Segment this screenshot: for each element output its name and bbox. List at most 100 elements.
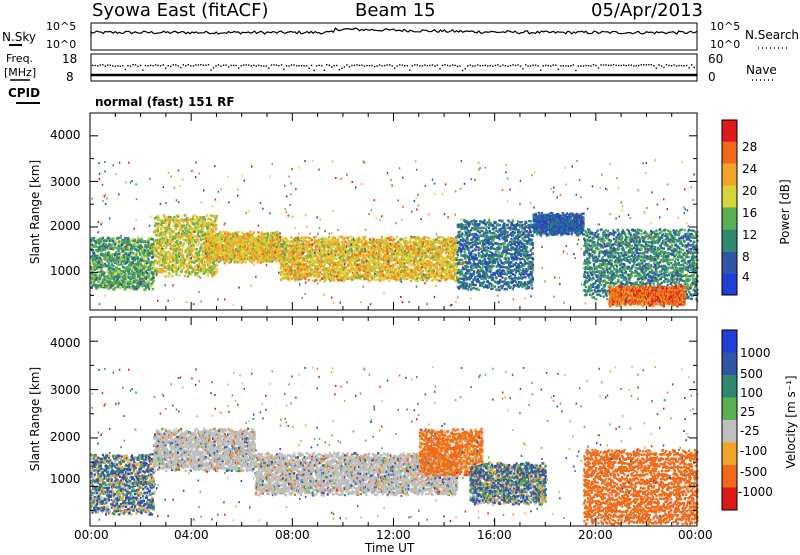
data-cell bbox=[370, 256, 372, 258]
nave-point bbox=[658, 64, 659, 65]
data-cell bbox=[154, 225, 156, 227]
data-cell bbox=[374, 270, 376, 272]
data-cell bbox=[183, 225, 185, 227]
nave-point bbox=[308, 68, 309, 69]
nave-point bbox=[467, 65, 468, 66]
data-cell bbox=[153, 264, 155, 266]
data-cell bbox=[131, 246, 133, 248]
data-cell bbox=[181, 270, 183, 272]
nave-point bbox=[621, 65, 622, 66]
data-cell bbox=[196, 274, 198, 276]
data-cell bbox=[195, 241, 197, 243]
data-cell bbox=[158, 260, 160, 262]
data-cell bbox=[206, 271, 208, 273]
data-cell bbox=[112, 237, 114, 239]
data-cell bbox=[130, 255, 132, 257]
data-cell bbox=[348, 245, 350, 247]
nave-point bbox=[397, 65, 398, 66]
data-cell bbox=[215, 228, 217, 230]
nave-point bbox=[213, 67, 214, 68]
data-cell bbox=[359, 272, 361, 274]
data-cell bbox=[207, 274, 209, 276]
data-cell bbox=[152, 256, 154, 258]
data-cell bbox=[289, 279, 291, 281]
nave-point bbox=[288, 65, 289, 66]
nave-point bbox=[163, 64, 164, 65]
nave-point bbox=[517, 64, 518, 65]
nave-point bbox=[520, 65, 521, 66]
data-cell bbox=[373, 267, 375, 269]
nave-point bbox=[600, 64, 601, 65]
nave-point bbox=[235, 65, 236, 66]
nave-point bbox=[321, 65, 322, 66]
nave-point bbox=[434, 65, 435, 66]
data-cell bbox=[317, 257, 319, 259]
data-cell bbox=[179, 267, 181, 269]
data-cell bbox=[187, 219, 189, 221]
data-cell bbox=[202, 227, 204, 229]
data-cell bbox=[222, 230, 224, 232]
data-cell bbox=[193, 219, 195, 221]
nave-point bbox=[610, 65, 611, 66]
nave-point bbox=[326, 64, 327, 65]
data-cell bbox=[179, 238, 181, 240]
nave-point bbox=[359, 65, 360, 66]
nave-point bbox=[575, 70, 576, 71]
nave-point bbox=[361, 65, 362, 66]
data-cell bbox=[112, 272, 114, 274]
data-cell bbox=[173, 230, 175, 232]
data-cell bbox=[327, 246, 329, 248]
nave-point bbox=[585, 65, 586, 66]
data-cell bbox=[361, 240, 363, 242]
nave-point bbox=[477, 64, 478, 65]
data-cell bbox=[187, 221, 189, 223]
data-cell bbox=[141, 246, 143, 248]
nave-point bbox=[590, 65, 591, 66]
nave-point bbox=[442, 65, 443, 66]
nave-point bbox=[497, 64, 498, 65]
data-cell bbox=[289, 275, 291, 277]
data-cell bbox=[185, 258, 187, 260]
nave-point bbox=[243, 65, 244, 66]
nave-point bbox=[349, 66, 350, 67]
data-cell bbox=[178, 232, 180, 234]
data-cell bbox=[214, 267, 216, 269]
data-cell bbox=[319, 279, 321, 281]
data-cell bbox=[311, 239, 313, 241]
nave-point bbox=[97, 65, 98, 66]
data-cell bbox=[144, 260, 146, 262]
data-cell bbox=[153, 277, 155, 279]
nave-point bbox=[185, 65, 186, 66]
data-cell bbox=[333, 258, 335, 260]
nave-point bbox=[283, 69, 284, 70]
data-cell bbox=[369, 238, 371, 240]
data-cell bbox=[308, 279, 310, 281]
nave-point bbox=[258, 65, 259, 66]
nave-point bbox=[573, 64, 574, 65]
nave-point bbox=[646, 64, 647, 65]
data-cell bbox=[295, 280, 297, 282]
data-cell bbox=[284, 254, 286, 256]
data-cell bbox=[204, 218, 206, 220]
data-cell bbox=[155, 255, 157, 257]
nave-point bbox=[636, 65, 637, 66]
data-cell bbox=[127, 237, 129, 239]
data-cell bbox=[373, 278, 375, 280]
data-cell bbox=[285, 247, 287, 249]
nave-point bbox=[147, 65, 148, 66]
data-cell bbox=[143, 258, 145, 260]
nave-point bbox=[205, 65, 206, 66]
nave-point bbox=[100, 64, 101, 65]
nave-point bbox=[538, 65, 539, 66]
data-cell bbox=[130, 250, 132, 252]
data-cell bbox=[163, 214, 165, 216]
data-cell bbox=[115, 240, 117, 242]
data-cell bbox=[237, 261, 239, 263]
data-cell bbox=[282, 270, 284, 272]
data-cell bbox=[379, 245, 381, 247]
nave-point bbox=[475, 65, 476, 66]
nave-point bbox=[472, 65, 473, 66]
nave-point bbox=[200, 64, 201, 65]
nave-point bbox=[613, 64, 614, 65]
